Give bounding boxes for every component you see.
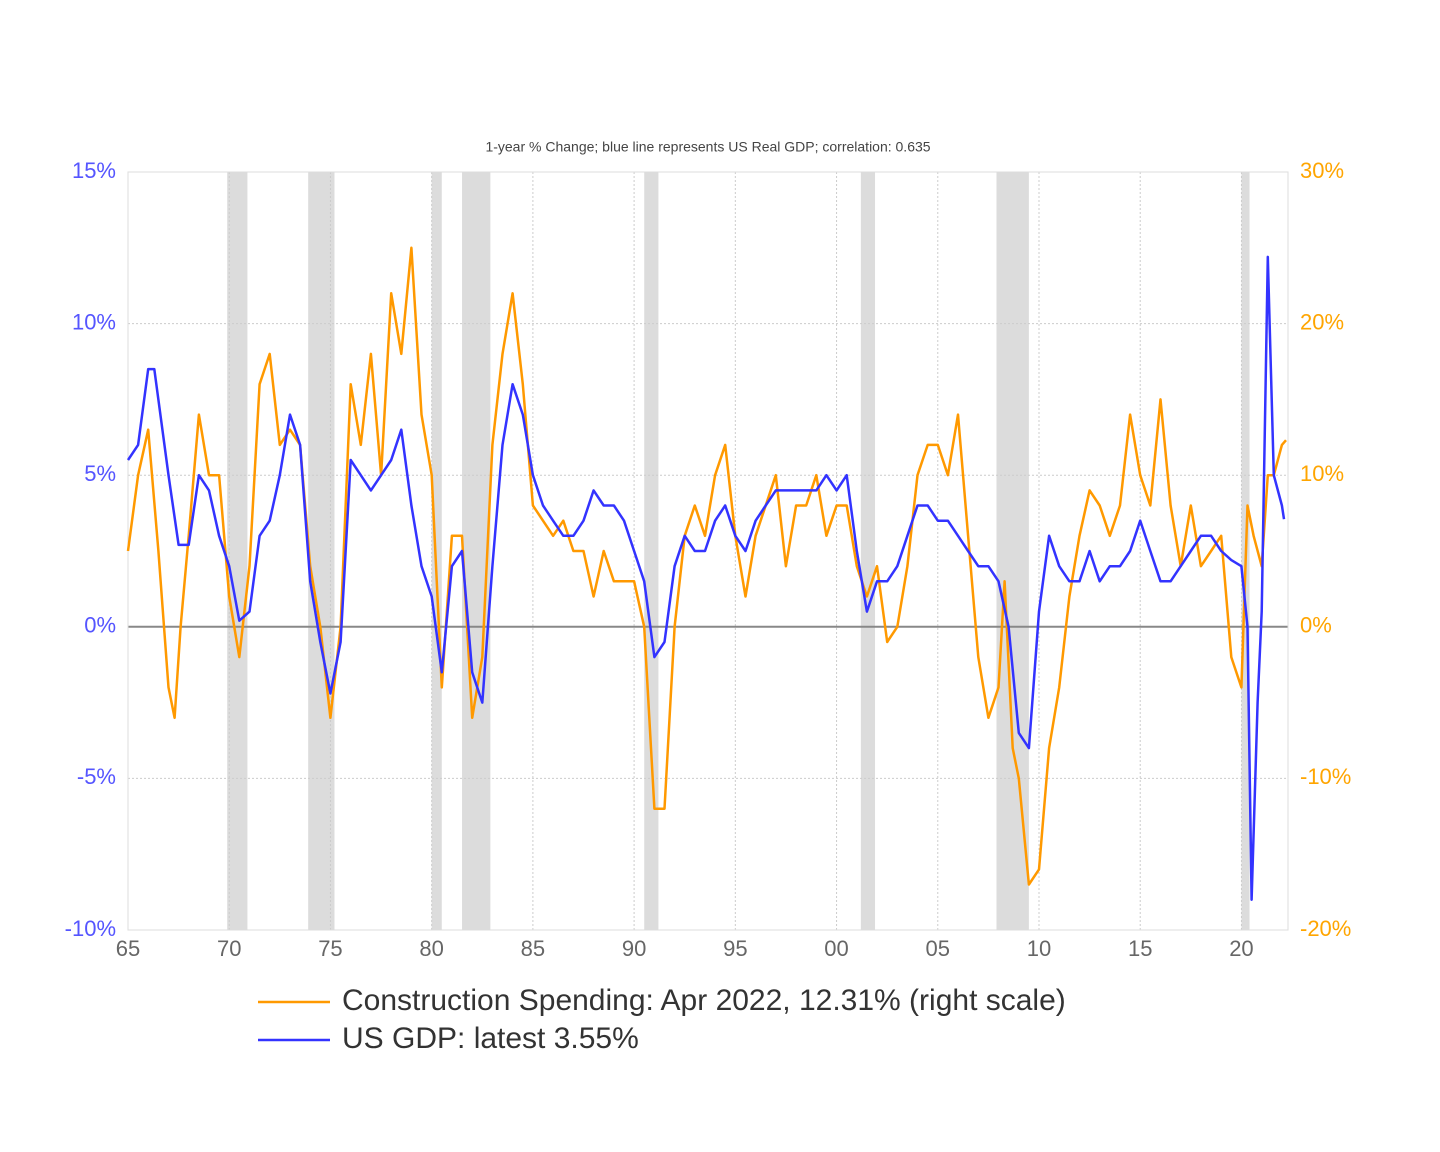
x-tick-label: 85 bbox=[521, 936, 545, 961]
legend-label: Construction Spending: Apr 2022, 12.31% … bbox=[342, 984, 1066, 1017]
recession-band bbox=[431, 172, 442, 930]
y-tick-label: 15% bbox=[72, 158, 116, 183]
y-tick-label: 5% bbox=[84, 461, 116, 486]
x-tick-label: 05 bbox=[926, 936, 950, 961]
x-tick-label: 20 bbox=[1229, 936, 1253, 961]
y2-tick-label: 10% bbox=[1300, 461, 1344, 486]
recession-band bbox=[644, 172, 659, 930]
y2-tick-label: -10% bbox=[1300, 764, 1351, 789]
series-line bbox=[126, 255, 1286, 901]
plot-frame bbox=[127, 171, 1289, 931]
x-tick-label: 65 bbox=[116, 936, 140, 961]
x-tick-label: 95 bbox=[723, 936, 747, 961]
y-tick-label: 0% bbox=[84, 613, 116, 638]
y-tick-label: -5% bbox=[77, 764, 116, 789]
recession-band bbox=[996, 172, 1029, 930]
recession-band bbox=[462, 172, 491, 930]
chart-title: 1-year % Change; blue line represents US… bbox=[485, 139, 930, 155]
y-tick-label: -10% bbox=[65, 916, 116, 941]
y2-tick-label: 20% bbox=[1300, 309, 1344, 334]
y2-tick-label: 0% bbox=[1300, 613, 1332, 638]
x-tick-label: 10 bbox=[1027, 936, 1051, 961]
y-tick-label: 10% bbox=[72, 309, 116, 334]
recession-band bbox=[308, 172, 335, 930]
x-tick-label: 00 bbox=[824, 936, 848, 961]
x-tick-label: 70 bbox=[217, 936, 241, 961]
recession-band bbox=[860, 172, 876, 930]
x-tick-label: 80 bbox=[419, 936, 443, 961]
x-tick-label: 90 bbox=[622, 936, 646, 961]
y2-tick-label: -20% bbox=[1300, 916, 1351, 941]
x-tick-label: 75 bbox=[318, 936, 342, 961]
y2-tick-label: 30% bbox=[1300, 158, 1344, 183]
recession-band bbox=[227, 172, 248, 930]
legend-label: US GDP: latest 3.55% bbox=[342, 1022, 639, 1055]
x-tick-label: 15 bbox=[1128, 936, 1152, 961]
series-line bbox=[126, 246, 1287, 886]
